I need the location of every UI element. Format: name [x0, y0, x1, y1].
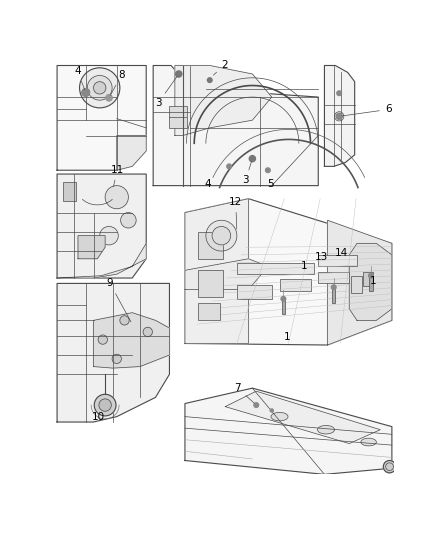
Bar: [237, 263, 314, 274]
Text: 12: 12: [229, 197, 242, 229]
Bar: [282, 301, 285, 314]
Text: 3: 3: [242, 161, 251, 185]
Circle shape: [120, 316, 129, 325]
Text: 1: 1: [369, 276, 376, 286]
Polygon shape: [185, 199, 248, 343]
Circle shape: [208, 78, 212, 83]
Circle shape: [281, 296, 286, 301]
Circle shape: [332, 285, 336, 289]
Circle shape: [336, 113, 342, 119]
Text: 4: 4: [74, 66, 85, 90]
Circle shape: [383, 461, 396, 473]
Bar: [318, 255, 357, 266]
Bar: [63, 182, 77, 201]
Text: 5: 5: [267, 179, 273, 189]
Circle shape: [80, 68, 120, 108]
Ellipse shape: [318, 425, 335, 434]
Polygon shape: [78, 236, 105, 259]
Polygon shape: [153, 66, 318, 185]
Polygon shape: [117, 135, 146, 170]
Polygon shape: [57, 174, 146, 278]
Circle shape: [87, 76, 112, 100]
Text: 4: 4: [204, 179, 211, 189]
Polygon shape: [57, 284, 170, 422]
Circle shape: [227, 164, 231, 168]
Bar: [279, 279, 311, 291]
Bar: [237, 285, 272, 299]
Polygon shape: [328, 220, 392, 345]
Circle shape: [93, 82, 106, 94]
Polygon shape: [185, 388, 392, 474]
Text: 8: 8: [110, 70, 125, 95]
Bar: [369, 277, 372, 291]
Circle shape: [105, 185, 128, 209]
Text: 9: 9: [107, 278, 131, 322]
Circle shape: [369, 273, 373, 278]
Text: 3: 3: [155, 76, 177, 108]
Polygon shape: [175, 66, 272, 135]
Bar: [318, 272, 349, 284]
Circle shape: [82, 88, 90, 96]
Circle shape: [270, 409, 273, 412]
Ellipse shape: [271, 413, 288, 421]
Circle shape: [106, 95, 112, 101]
Polygon shape: [57, 66, 146, 170]
Polygon shape: [325, 66, 355, 166]
Circle shape: [99, 399, 111, 411]
Circle shape: [120, 213, 136, 228]
Text: 2: 2: [213, 60, 228, 75]
Polygon shape: [185, 199, 392, 345]
Bar: [198, 232, 223, 259]
Polygon shape: [57, 244, 146, 278]
Circle shape: [254, 403, 258, 407]
Polygon shape: [93, 313, 170, 368]
Circle shape: [249, 156, 255, 161]
Ellipse shape: [361, 438, 376, 446]
Circle shape: [176, 71, 182, 77]
Text: 11: 11: [110, 165, 124, 187]
Polygon shape: [225, 391, 380, 443]
Circle shape: [265, 168, 270, 173]
Circle shape: [94, 394, 116, 416]
Circle shape: [112, 354, 121, 364]
Circle shape: [212, 227, 231, 245]
Text: 6: 6: [342, 104, 392, 116]
Circle shape: [143, 327, 152, 336]
Text: 1: 1: [301, 261, 308, 271]
Text: 14: 14: [336, 248, 349, 259]
Circle shape: [100, 227, 118, 245]
Bar: [198, 303, 220, 320]
Bar: [332, 289, 336, 303]
Text: 10: 10: [92, 413, 105, 423]
Bar: [363, 272, 372, 286]
Polygon shape: [185, 259, 268, 289]
Bar: [198, 270, 223, 297]
Bar: [351, 277, 362, 294]
Polygon shape: [349, 244, 392, 320]
Circle shape: [337, 91, 342, 95]
Bar: [170, 106, 187, 128]
Text: 13: 13: [314, 252, 328, 262]
Circle shape: [98, 335, 107, 344]
Circle shape: [206, 220, 237, 251]
Text: 7: 7: [235, 383, 254, 403]
Text: 1: 1: [283, 333, 290, 342]
